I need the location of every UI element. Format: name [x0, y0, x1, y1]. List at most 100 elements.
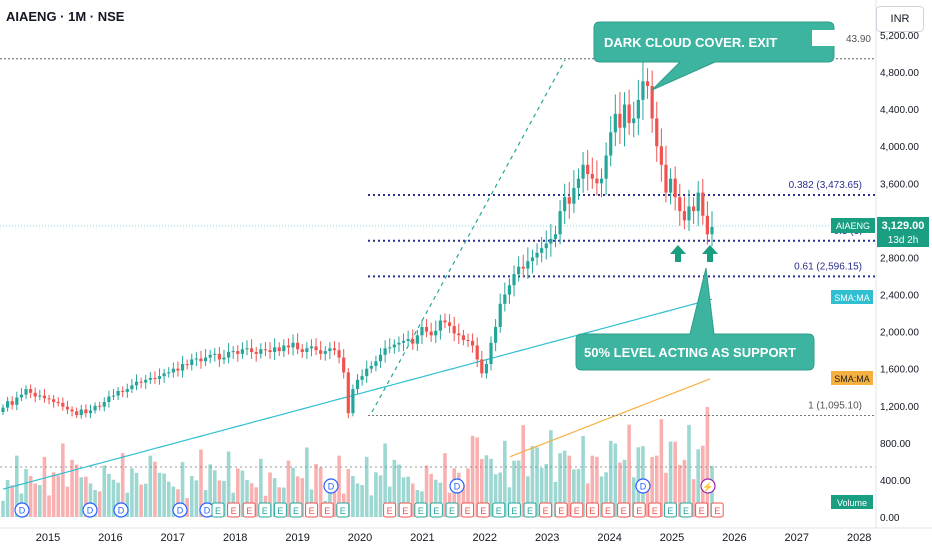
volume-bar	[673, 441, 677, 517]
volume-bar	[226, 451, 231, 517]
volume-bar	[364, 456, 369, 517]
time-axis[interactable]: 2015 2016 2017 2018 2019 2020 2021 2022 2023 2024…	[0, 527, 932, 544]
last-price-tag[interactable]	[877, 217, 929, 247]
volume-bar	[549, 430, 553, 517]
earnings-marker	[336, 502, 350, 518]
earnings-label: E	[246, 506, 252, 516]
volume-bar	[535, 447, 539, 517]
volume-tag[interactable]	[831, 495, 873, 509]
candle-body	[259, 349, 263, 354]
volume-bar	[567, 455, 572, 517]
annotation-text-bottom: 50% LEVEL ACTING AS SUPPORT	[584, 345, 796, 360]
dividend-label: D	[118, 506, 125, 516]
time-tick-label: 2023	[535, 532, 559, 544]
candle-body	[130, 385, 134, 390]
dividend-marker	[449, 478, 465, 494]
annotation-callout-bottom[interactable]	[575, 267, 815, 371]
candle-body	[139, 381, 143, 383]
price-axis[interactable]: 5,200.00 4,800.00 4,400.00 4,000.00 3,600.00…	[880, 31, 919, 524]
earnings-marker	[305, 502, 319, 518]
candle-body	[415, 335, 419, 344]
candle-body	[452, 326, 456, 334]
price-tick-label: 4,800.00	[880, 68, 919, 79]
candle-body	[535, 252, 539, 258]
sma-fast-line	[2, 298, 713, 490]
fib-levels[interactable]: 0.382 (3,473.65)0.5 (3,0.61 (2,596.15)1 …	[368, 180, 876, 416]
price-tick-label: 1,600.00	[880, 365, 919, 376]
candle-body	[134, 381, 139, 386]
candle-body	[618, 113, 622, 128]
sma-slow-tag[interactable]	[831, 371, 873, 385]
earnings-marker	[539, 502, 553, 518]
top-level-label-bg	[812, 30, 874, 46]
earnings-marker	[289, 502, 303, 518]
volume-bar	[130, 468, 134, 517]
candle-body	[213, 353, 217, 355]
candle-body	[148, 377, 152, 380]
candle-body	[309, 346, 314, 349]
volume-bar	[618, 462, 622, 517]
earnings-label: E	[714, 506, 720, 516]
volume-bar	[84, 476, 88, 517]
candle-body	[194, 358, 198, 360]
earnings-marker	[648, 502, 662, 518]
earnings-label: E	[418, 506, 424, 516]
volume-bar	[470, 435, 475, 517]
symbol-title[interactable]: AIAENG · 1M · NSE	[6, 9, 125, 24]
volume-bar	[28, 475, 33, 517]
time-tick-label: 2022	[473, 532, 497, 544]
volume-bar	[10, 485, 15, 517]
candle-body	[650, 85, 654, 119]
candle-body	[517, 266, 521, 275]
candle-body	[673, 178, 677, 198]
candle-body	[434, 330, 438, 336]
time-tick-label: 2026	[722, 532, 746, 544]
trend-extension-line[interactable]	[371, 59, 566, 413]
candle-body	[176, 368, 180, 371]
volume-bar	[217, 480, 222, 517]
volume-bar	[498, 472, 503, 517]
candle-body	[162, 373, 166, 377]
volume-bar	[157, 472, 162, 517]
volume-bar	[489, 458, 493, 517]
candle-body	[581, 164, 585, 179]
candle-body	[512, 274, 516, 286]
volume-bar	[1, 500, 5, 517]
volume-bar	[355, 483, 360, 517]
candle-body	[171, 368, 175, 373]
volume-bar	[595, 456, 599, 517]
volume-bar	[585, 483, 590, 517]
candle-body	[641, 81, 645, 100]
volume-bar	[654, 455, 659, 517]
earnings-label: E	[558, 506, 564, 516]
earnings-marker	[663, 502, 677, 518]
volume-bar	[424, 465, 429, 517]
candle-body	[664, 164, 668, 193]
earnings-label: E	[636, 506, 642, 516]
earnings-label: E	[340, 506, 346, 516]
candle-body	[157, 376, 162, 379]
candle-body	[696, 192, 700, 212]
volume-bar	[383, 443, 387, 517]
candle-body	[180, 364, 185, 371]
currency-button[interactable]: INR	[876, 6, 924, 32]
event-markers[interactable]: D D D D DD D DE E E E E E E E E E E E E E E E E E E E E E E E E E E E E E E⚡	[14, 478, 724, 518]
volume-bar	[111, 479, 116, 517]
annotation-callout-top[interactable]	[593, 21, 835, 91]
candle-body	[595, 178, 599, 184]
volume-bar	[102, 465, 107, 517]
candle-body	[447, 322, 452, 327]
symbol-tag[interactable]	[831, 218, 875, 233]
volume-bar	[259, 458, 263, 517]
time-tick-label: 2018	[223, 532, 247, 544]
volume-bar	[530, 446, 535, 517]
volume-bar	[97, 491, 102, 517]
earnings-marker	[461, 502, 475, 518]
volume-bar	[61, 443, 65, 517]
earnings-label: E	[543, 506, 549, 516]
volume-bar	[360, 485, 364, 517]
sma-fast-tag[interactable]	[831, 290, 873, 304]
volume-bar	[74, 464, 79, 517]
lightning-icon-marker	[700, 478, 716, 494]
